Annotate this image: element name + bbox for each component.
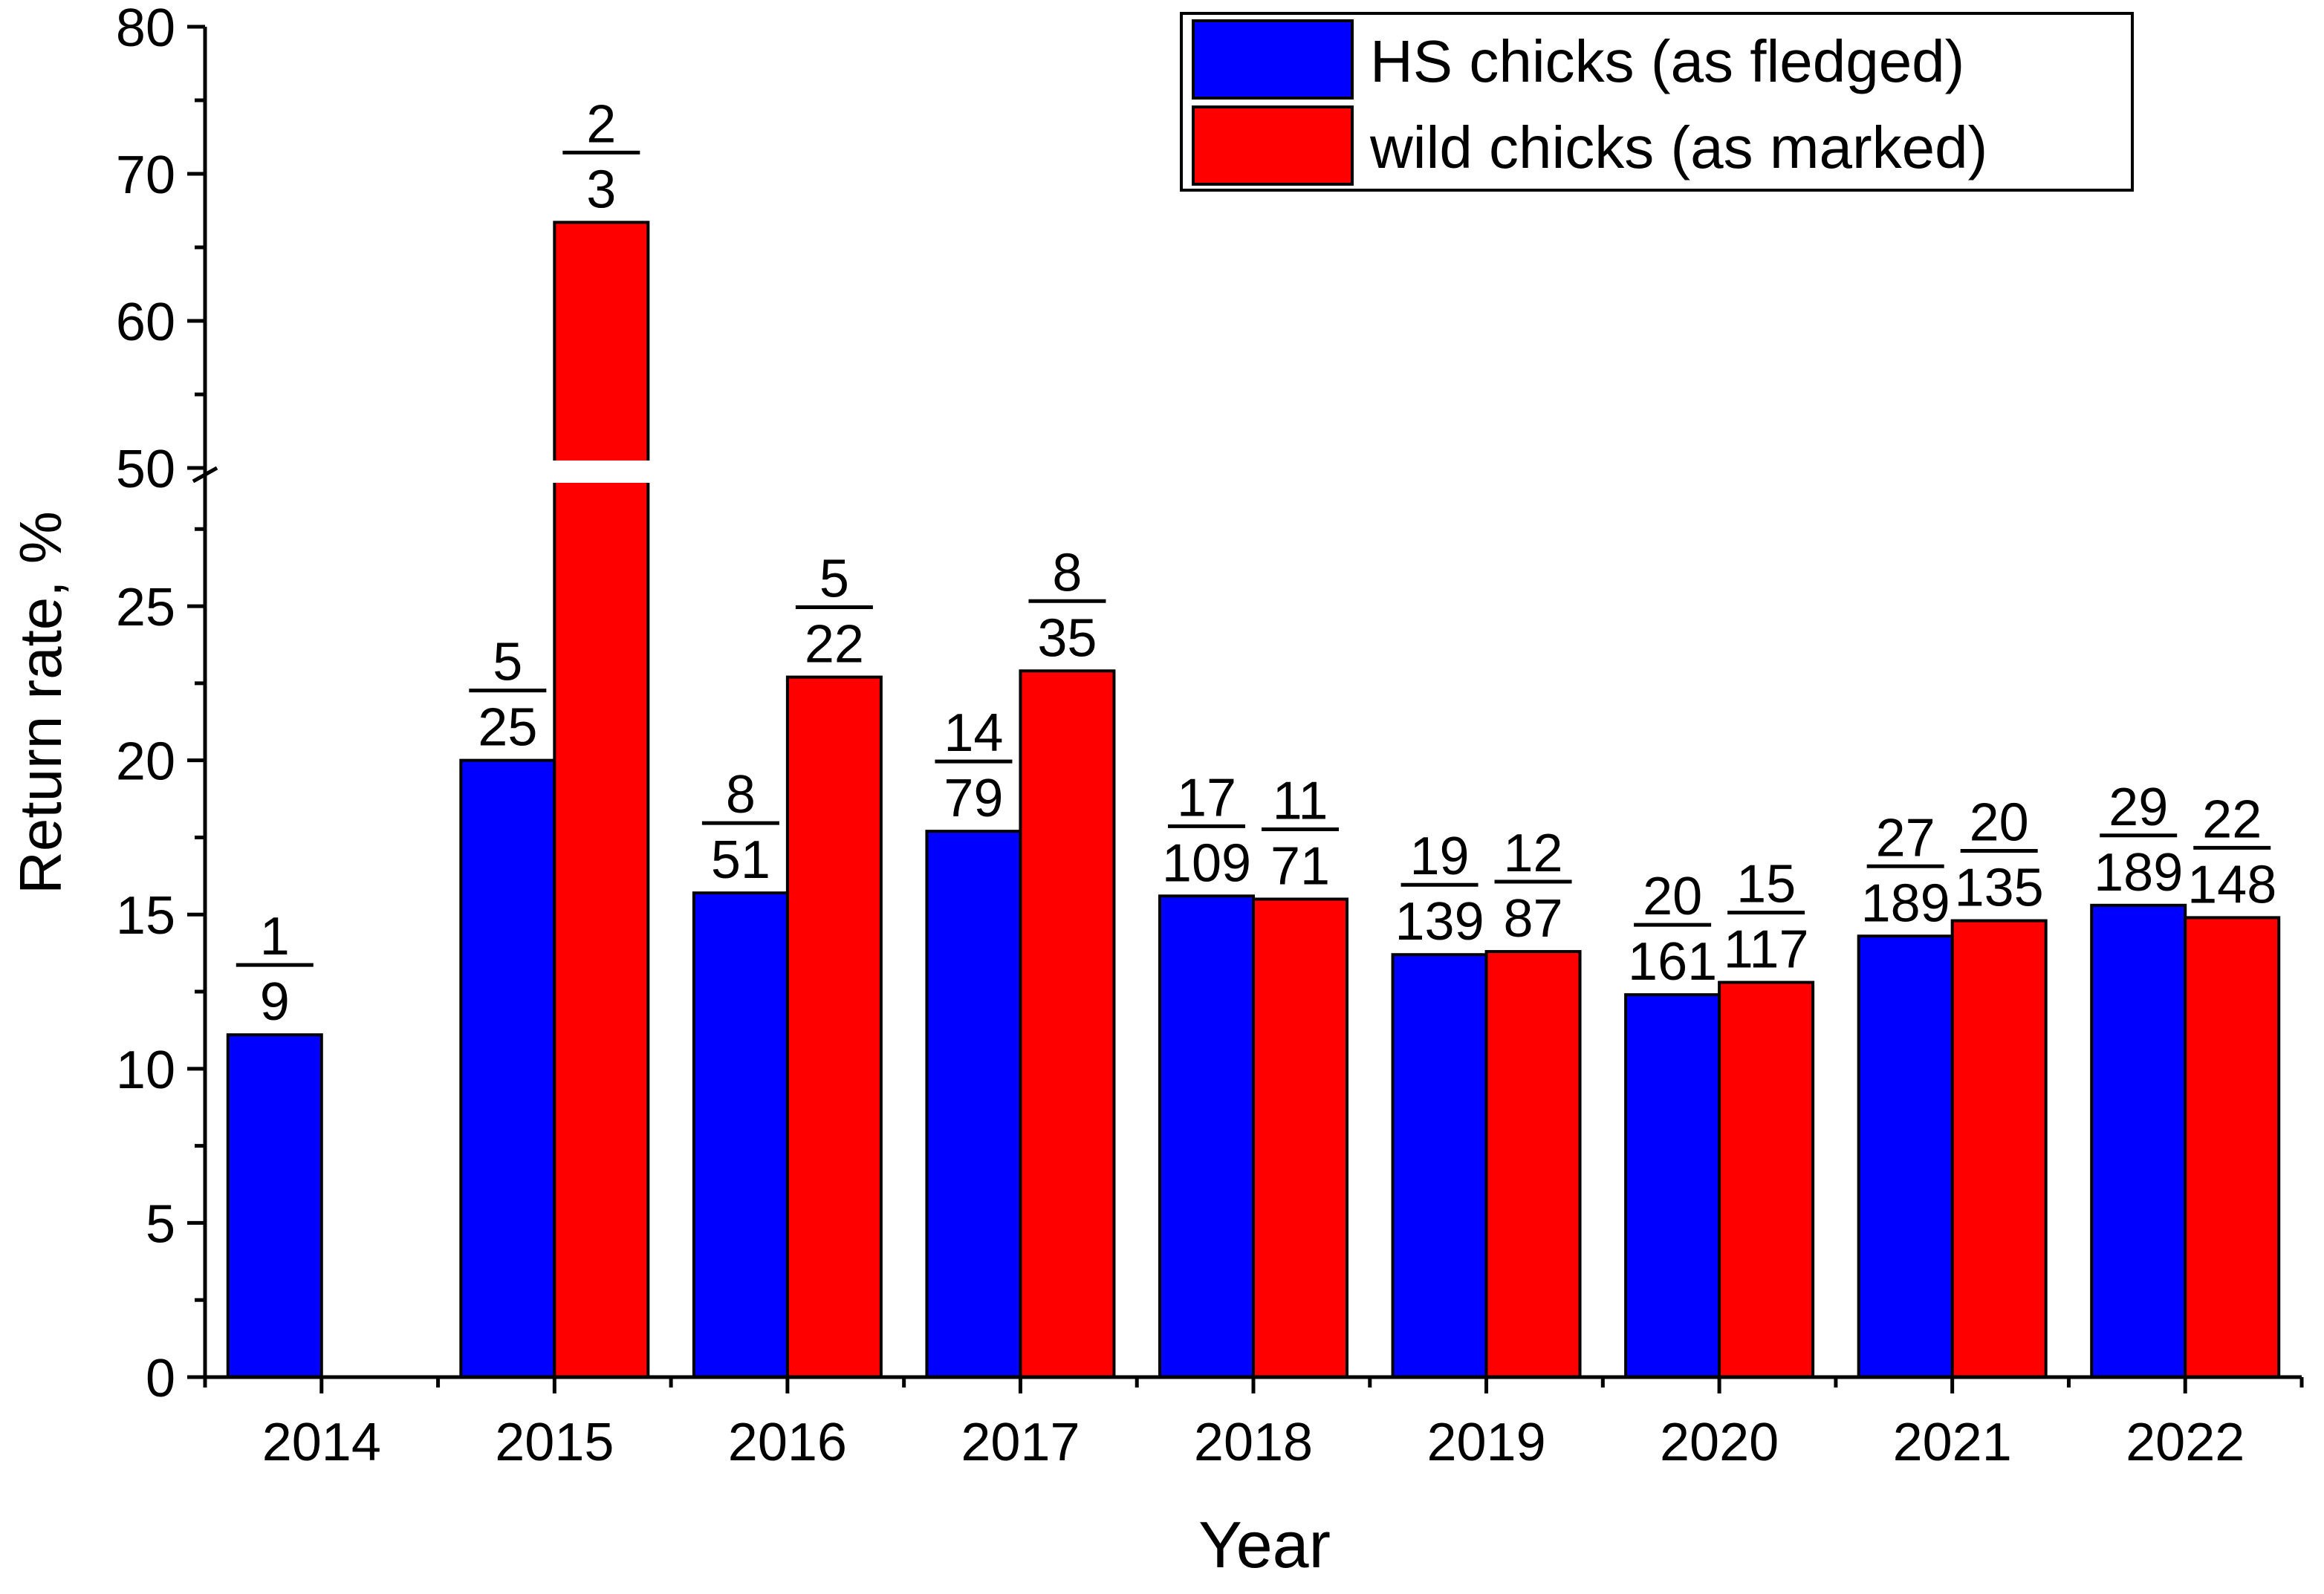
y-tick-label: 25 [116, 578, 175, 637]
fraction-denominator: 51 [711, 830, 770, 890]
legend-swatch-wild [1192, 105, 1354, 186]
x-tick-label: 2015 [495, 1413, 614, 1472]
x-tick-label: 2014 [262, 1413, 381, 1472]
fraction-denominator: 117 [1724, 920, 1809, 980]
fraction-numerator: 29 [2109, 778, 2168, 837]
bar-wild-2020 [1718, 980, 1815, 1379]
fraction-denominator: 79 [944, 769, 1003, 828]
fraction-numerator: 8 [726, 765, 756, 824]
fraction-denominator: 35 [1037, 608, 1097, 668]
fraction-numerator: 27 [1876, 808, 1935, 868]
bars [226, 221, 2281, 1379]
fraction-denominator: 161 [1628, 932, 1717, 992]
fraction-numerator: 8 [1052, 543, 1082, 602]
bar-hs-2017 [925, 830, 1022, 1379]
bar-hs-2016 [692, 891, 789, 1379]
fraction-denominator: 25 [478, 698, 537, 758]
fraction-denominator: 87 [1504, 889, 1563, 949]
bar-hs-2015 [459, 758, 556, 1379]
fraction-numerator: 2 [586, 94, 616, 154]
bar-hs-2014 [226, 1033, 323, 1379]
fraction-denominator: 71 [1270, 836, 1330, 896]
y-tick-label: 15 [116, 886, 175, 946]
x-tick-label: 2018 [1194, 1413, 1313, 1472]
fraction-numerator: 15 [1736, 855, 1796, 914]
fraction-denominator: 189 [2094, 843, 2183, 902]
x-tick-label: 2019 [1426, 1413, 1545, 1472]
bar-wild-2017 [1019, 669, 1116, 1379]
bar-wild-2015 [553, 221, 650, 1379]
fraction-denominator: 9 [260, 972, 290, 1032]
fraction-numerator: 11 [1273, 771, 1328, 830]
fraction-denominator: 3 [586, 160, 616, 219]
fraction-numerator: 19 [1410, 827, 1470, 886]
fraction-numerator: 22 [2202, 790, 2262, 849]
fraction-numerator: 12 [1504, 824, 1563, 883]
fraction-denominator: 135 [1955, 859, 2044, 918]
fraction-denominator: 139 [1395, 892, 1484, 951]
bar-wild-2022 [2184, 916, 2281, 1379]
bar-hs-2021 [1857, 934, 1954, 1379]
legend-swatch-hs [1192, 19, 1354, 100]
y-tick-label: 0 [146, 1349, 175, 1408]
x-tick-label: 2021 [1893, 1413, 2012, 1472]
fraction-denominator: 148 [2187, 855, 2276, 914]
x-tick-label: 2016 [728, 1413, 847, 1472]
bar-wild-2018 [1252, 897, 1348, 1379]
legend-label-wild: wild chicks (as marked) [1369, 114, 1987, 180]
legend-label-hs: HS chicks (as fledged) [1370, 28, 1964, 94]
y-tick-label: 50 [116, 440, 175, 499]
fraction-numerator: 5 [493, 633, 522, 692]
bar-hs-2022 [2090, 903, 2187, 1379]
fraction-numerator: 5 [819, 550, 849, 609]
fraction-denominator: 189 [1861, 874, 1950, 933]
axis-break-mark [192, 466, 218, 484]
bar-hs-2020 [1624, 993, 1721, 1379]
fraction-denominator: 109 [1162, 833, 1251, 893]
fraction-numerator: 20 [1643, 867, 1702, 926]
x-tick-label: 2017 [961, 1413, 1080, 1472]
bar-wild-2016 [785, 675, 883, 1379]
bar-hs-2018 [1158, 894, 1255, 1379]
y-axis-title: Return rate, % [7, 511, 74, 894]
fraction-denominator: 22 [805, 615, 864, 674]
y-tick-label: 60 [116, 293, 175, 352]
bar-wild-2019 [1484, 950, 1582, 1379]
bar-break-gap [550, 461, 653, 483]
x-axis-title: Year [1198, 1508, 1331, 1581]
x-tick-label: 2022 [2126, 1413, 2245, 1472]
fraction-numerator: 14 [944, 703, 1003, 763]
y-tick-label: 80 [116, 0, 175, 58]
x-tick-label: 2020 [1660, 1413, 1779, 1472]
bar-wild-2021 [1950, 919, 2048, 1379]
legend: HS chicks (as fledged) wild chicks (as m… [1180, 12, 2134, 192]
fraction-numerator: 1 [260, 907, 290, 966]
y-tick-label: 5 [146, 1194, 175, 1254]
bar-hs-2019 [1391, 953, 1488, 1379]
y-tick-label: 70 [116, 146, 175, 205]
y-tick-label: 20 [116, 732, 175, 792]
fraction-numerator: 17 [1177, 768, 1236, 827]
fraction-numerator: 20 [1970, 793, 2029, 853]
y-tick-label: 10 [116, 1041, 175, 1100]
